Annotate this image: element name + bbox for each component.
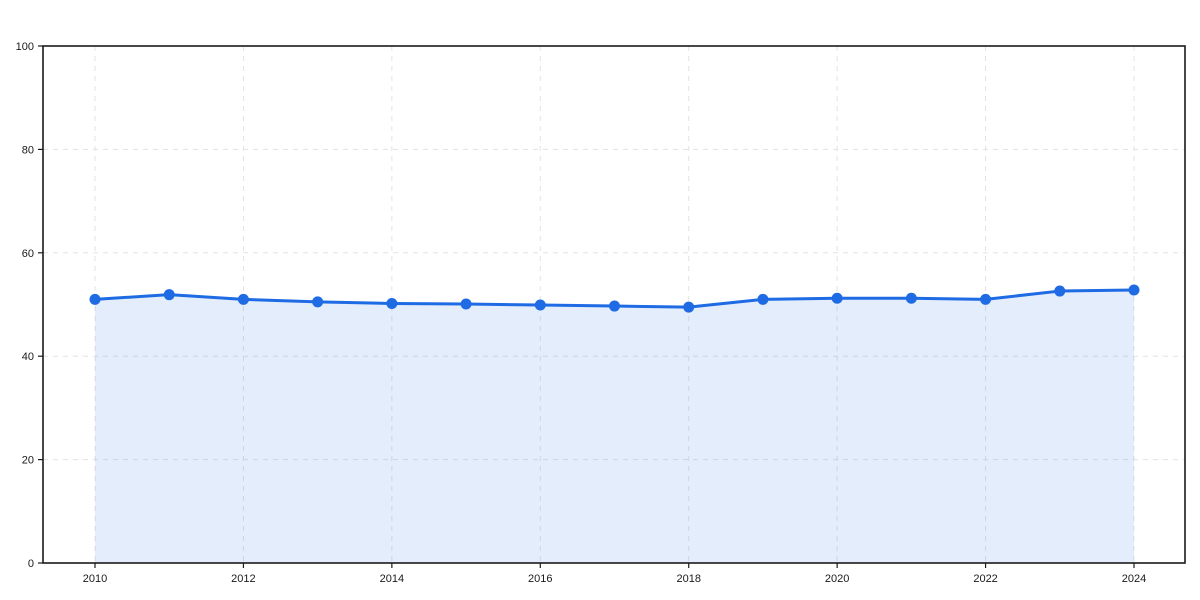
data-point bbox=[386, 297, 398, 309]
y-tick-label: 20 bbox=[22, 455, 34, 467]
data-point bbox=[757, 293, 769, 305]
x-tick-label: 2024 bbox=[1122, 573, 1146, 585]
data-point bbox=[683, 301, 695, 313]
data-point bbox=[237, 293, 249, 305]
data-point bbox=[831, 292, 843, 304]
x-tick-label: 2022 bbox=[973, 573, 997, 585]
x-tick-label: 2018 bbox=[676, 573, 700, 585]
x-tick-label: 2016 bbox=[528, 573, 552, 585]
data-point bbox=[89, 293, 101, 305]
data-point bbox=[312, 296, 324, 308]
y-tick-label: 100 bbox=[16, 41, 34, 53]
y-tick-label: 0 bbox=[28, 558, 34, 570]
data-point bbox=[163, 289, 175, 301]
data-point bbox=[534, 299, 546, 311]
data-point bbox=[609, 300, 620, 312]
data-point bbox=[1054, 285, 1066, 297]
y-tick-label: 40 bbox=[22, 351, 34, 363]
x-tick-label: 2010 bbox=[83, 573, 107, 585]
data-point bbox=[1128, 284, 1140, 296]
x-tick-label: 2012 bbox=[231, 573, 255, 585]
data-point bbox=[460, 298, 472, 310]
area-fill bbox=[95, 290, 1134, 563]
data-point bbox=[980, 293, 992, 305]
y-tick-label: 60 bbox=[22, 248, 34, 260]
plot-frame bbox=[42, 45, 1186, 564]
x-tick-label: 2020 bbox=[825, 573, 849, 585]
x-tick-label: 2014 bbox=[380, 573, 404, 585]
y-tick-label: 80 bbox=[22, 144, 34, 156]
data-point bbox=[905, 292, 917, 304]
